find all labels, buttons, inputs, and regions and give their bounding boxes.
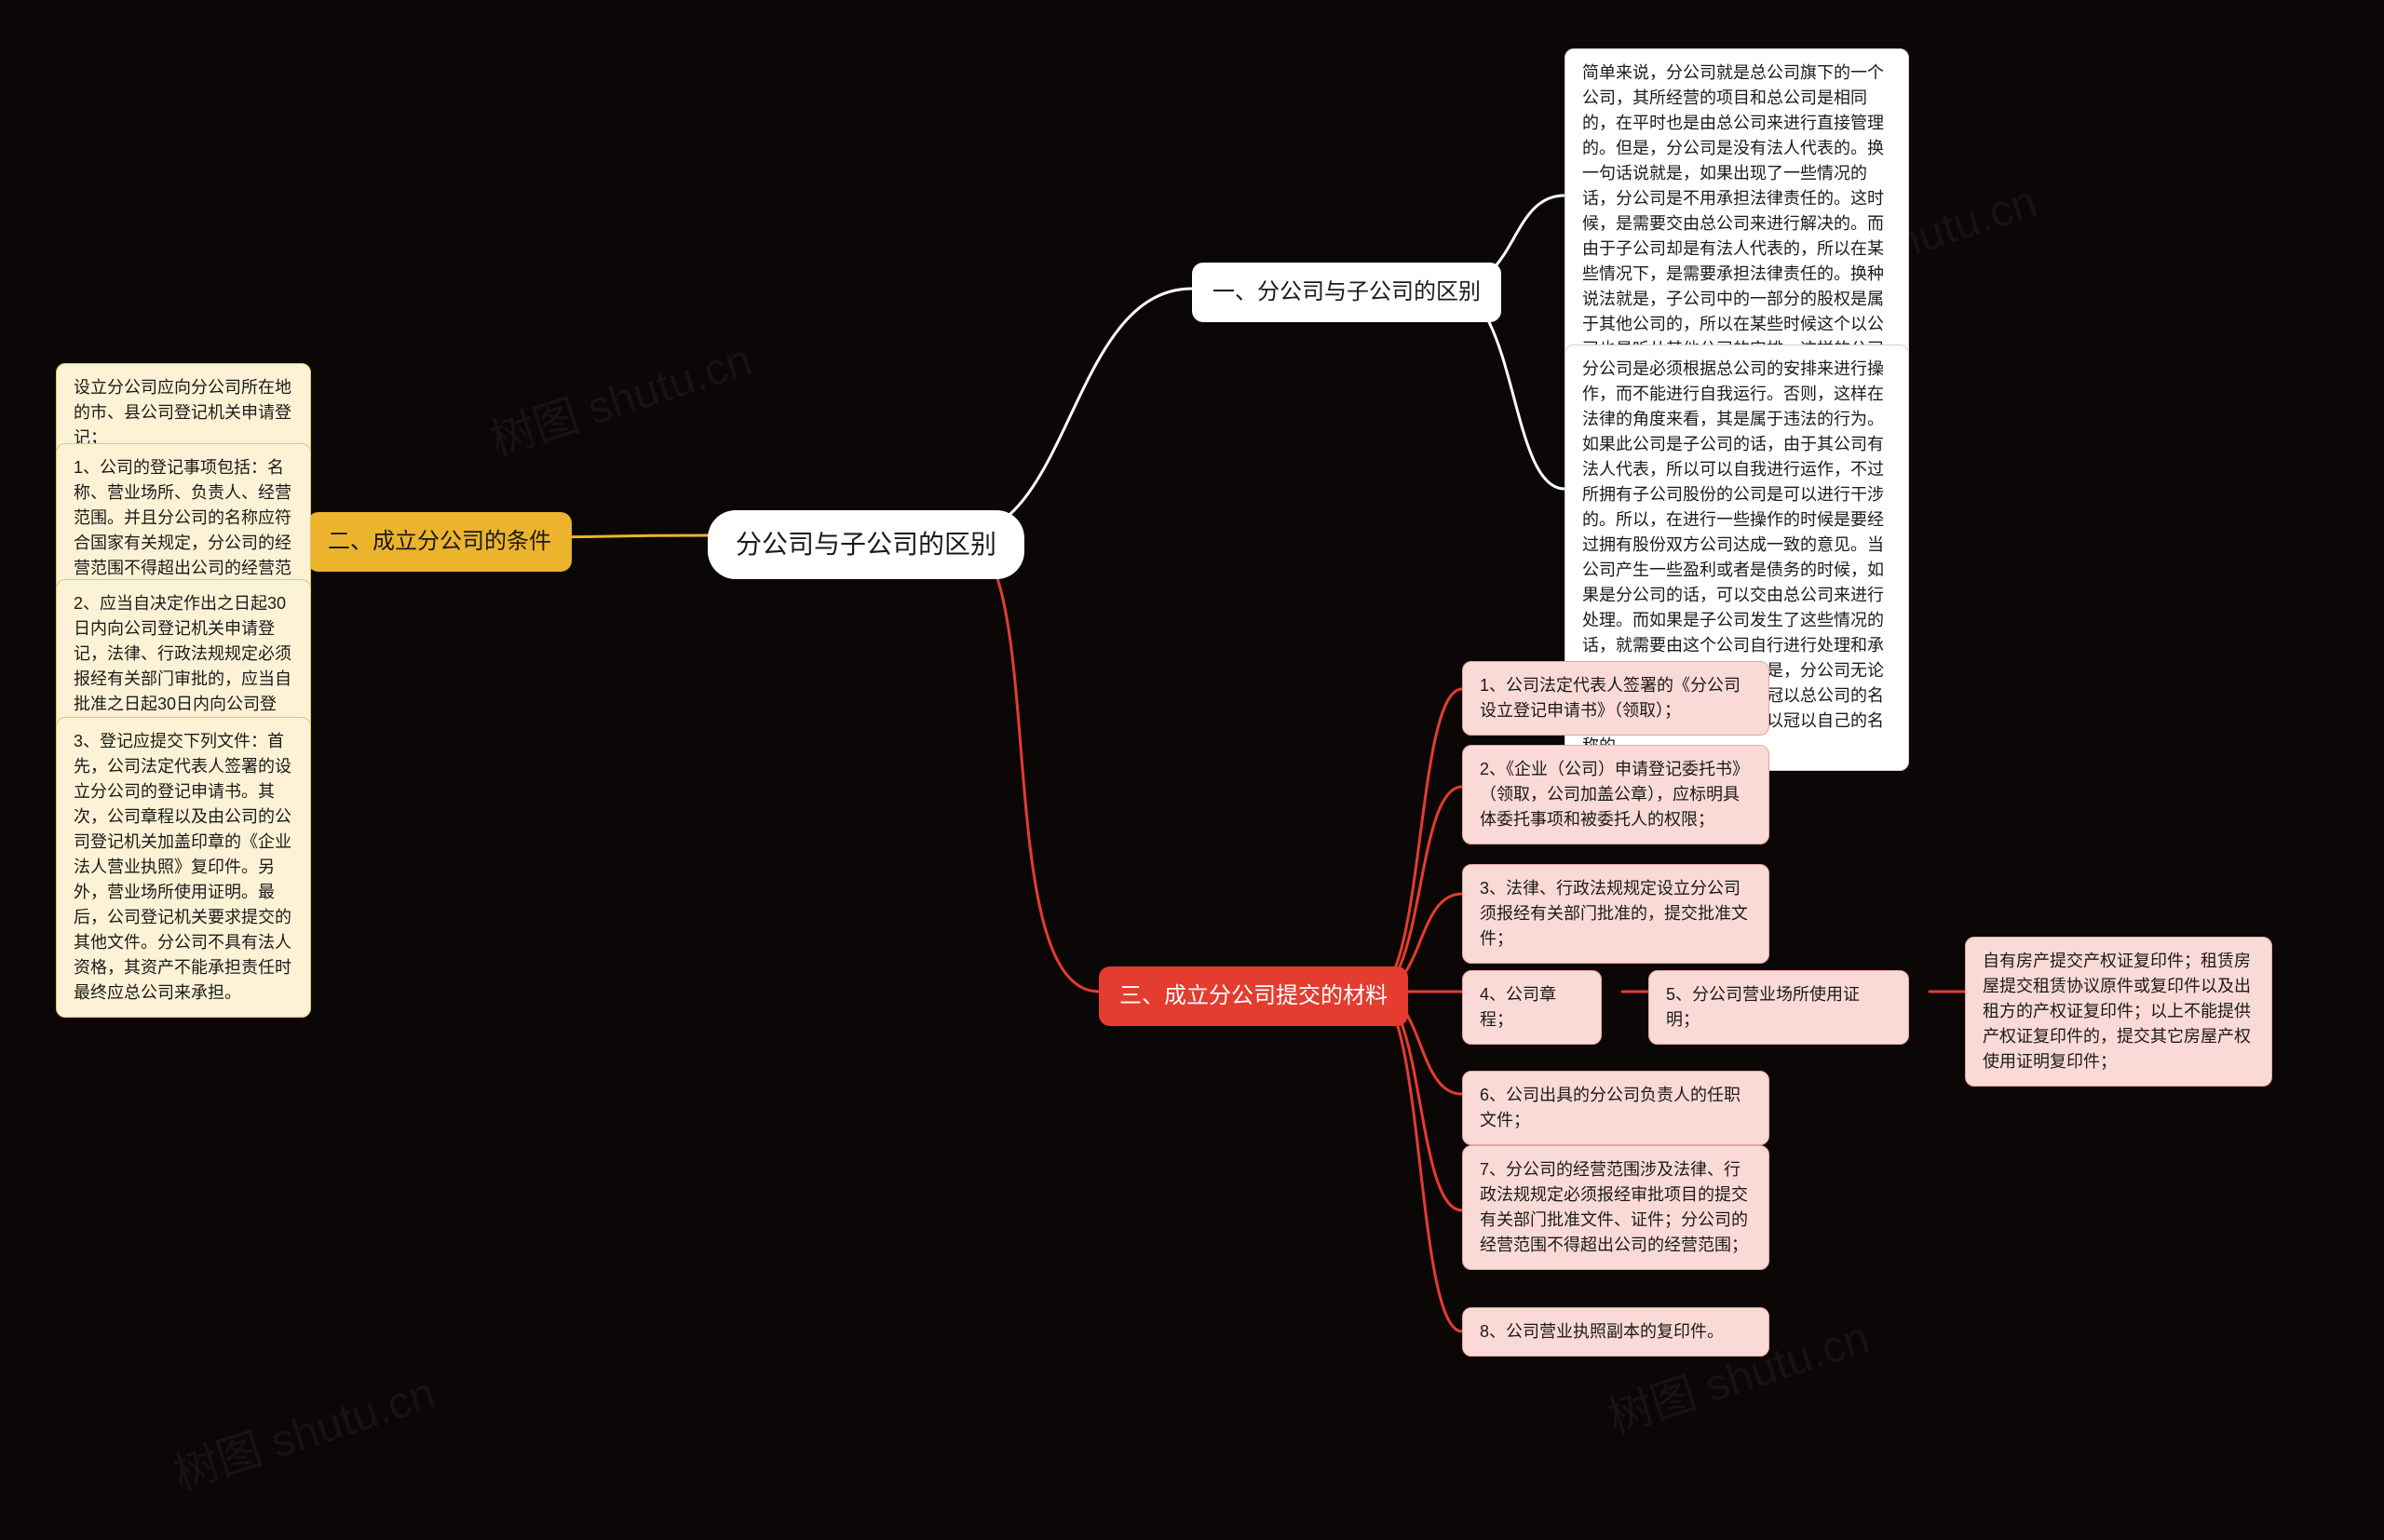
branch-2[interactable]: 二、成立分公司的条件: [307, 512, 572, 572]
b3-leaf-1[interactable]: 1、公司法定代表人签署的《分公司设立登记申请书》（领取）；: [1462, 661, 1769, 736]
branch-1[interactable]: 一、分公司与子公司的区别: [1192, 263, 1501, 322]
branch-1-label: 一、分公司与子公司的区别: [1212, 279, 1481, 304]
mindmap-stage: 树图 shutu.cn 树图 shutu.cn 树图 shutu.cn 树图 s…: [0, 0, 2384, 1540]
root-label: 分公司与子公司的区别: [736, 530, 996, 559]
b3-leaf-3[interactable]: 3、法律、行政法规规定设立分公司须报经有关部门批准的，提交批准文件；: [1462, 864, 1769, 964]
b3-leaf-7[interactable]: 7、分公司的经营范围涉及法律、行政法规规定必须报经审批项目的提交有关部门批准文件…: [1462, 1145, 1769, 1270]
b3-leaf-5-sub-text: 自有房产提交产权证复印件；租赁房屋提交租赁协议原件或复印件以及出租方的产权证复印…: [1983, 952, 2251, 1071]
b3-leaf-4-text: 4、公司章程；: [1480, 985, 1556, 1029]
b3-leaf-8[interactable]: 8、公司营业执照副本的复印件。: [1462, 1307, 1769, 1357]
b3-leaf-2-text: 2、《企业（公司）申请登记委托书》（领取，公司加盖公章），应标明具体委托事项和被…: [1480, 760, 1749, 829]
b3-leaf-2[interactable]: 2、《企业（公司）申请登记委托书》（领取，公司加盖公章），应标明具体委托事项和被…: [1462, 745, 1769, 844]
b3-leaf-3-text: 3、法律、行政法规规定设立分公司须报经有关部门批准的，提交批准文件；: [1480, 879, 1748, 948]
b3-leaf-7-text: 7、分公司的经营范围涉及法律、行政法规规定必须报经审批项目的提交有关部门批准文件…: [1480, 1160, 1748, 1254]
watermark: 树图 shutu.cn: [481, 323, 758, 468]
b2-leaf-4-text: 3、登记应提交下列文件：首先，公司法定代表人签署的设立分公司的登记申请书。其次，…: [74, 732, 291, 1002]
edges-layer: [0, 0, 2384, 1540]
root-node[interactable]: 分公司与子公司的区别: [708, 510, 1024, 579]
branch-3[interactable]: 三、成立分公司提交的材料: [1099, 966, 1408, 1026]
b2-leaf-4[interactable]: 3、登记应提交下列文件：首先，公司法定代表人签署的设立分公司的登记申请书。其次，…: [56, 717, 311, 1018]
b3-leaf-4[interactable]: 4、公司章程；: [1462, 970, 1602, 1045]
b3-leaf-8-text: 8、公司营业执照副本的复印件。: [1480, 1322, 1724, 1341]
b3-leaf-5-sub[interactable]: 自有房产提交产权证复印件；租赁房屋提交租赁协议原件或复印件以及出租方的产权证复印…: [1965, 937, 2272, 1087]
b2-leaf-1-text: 设立分公司应向分公司所在地的市、县公司登记机关申请登记；: [74, 378, 291, 447]
branch-2-label: 二、成立分公司的条件: [328, 529, 551, 554]
branch-3-label: 三、成立分公司提交的材料: [1119, 983, 1388, 1008]
b3-leaf-5-text: 5、分公司营业场所使用证明；: [1666, 985, 1860, 1029]
b1-leaf-1-text: 简单来说，分公司就是总公司旗下的一个公司，其所经营的项目和总公司是相同的，在平时…: [1582, 63, 1884, 384]
watermark: 树图 shutu.cn: [164, 1357, 441, 1502]
b3-leaf-1-text: 1、公司法定代表人签署的《分公司设立登记申请书》（领取）；: [1480, 676, 1741, 720]
b3-leaf-6-text: 6、公司出具的分公司负责人的任职文件；: [1480, 1086, 1741, 1129]
b3-leaf-5[interactable]: 5、分公司营业场所使用证明；: [1648, 970, 1909, 1045]
b3-leaf-6[interactable]: 6、公司出具的分公司负责人的任职文件；: [1462, 1071, 1769, 1145]
